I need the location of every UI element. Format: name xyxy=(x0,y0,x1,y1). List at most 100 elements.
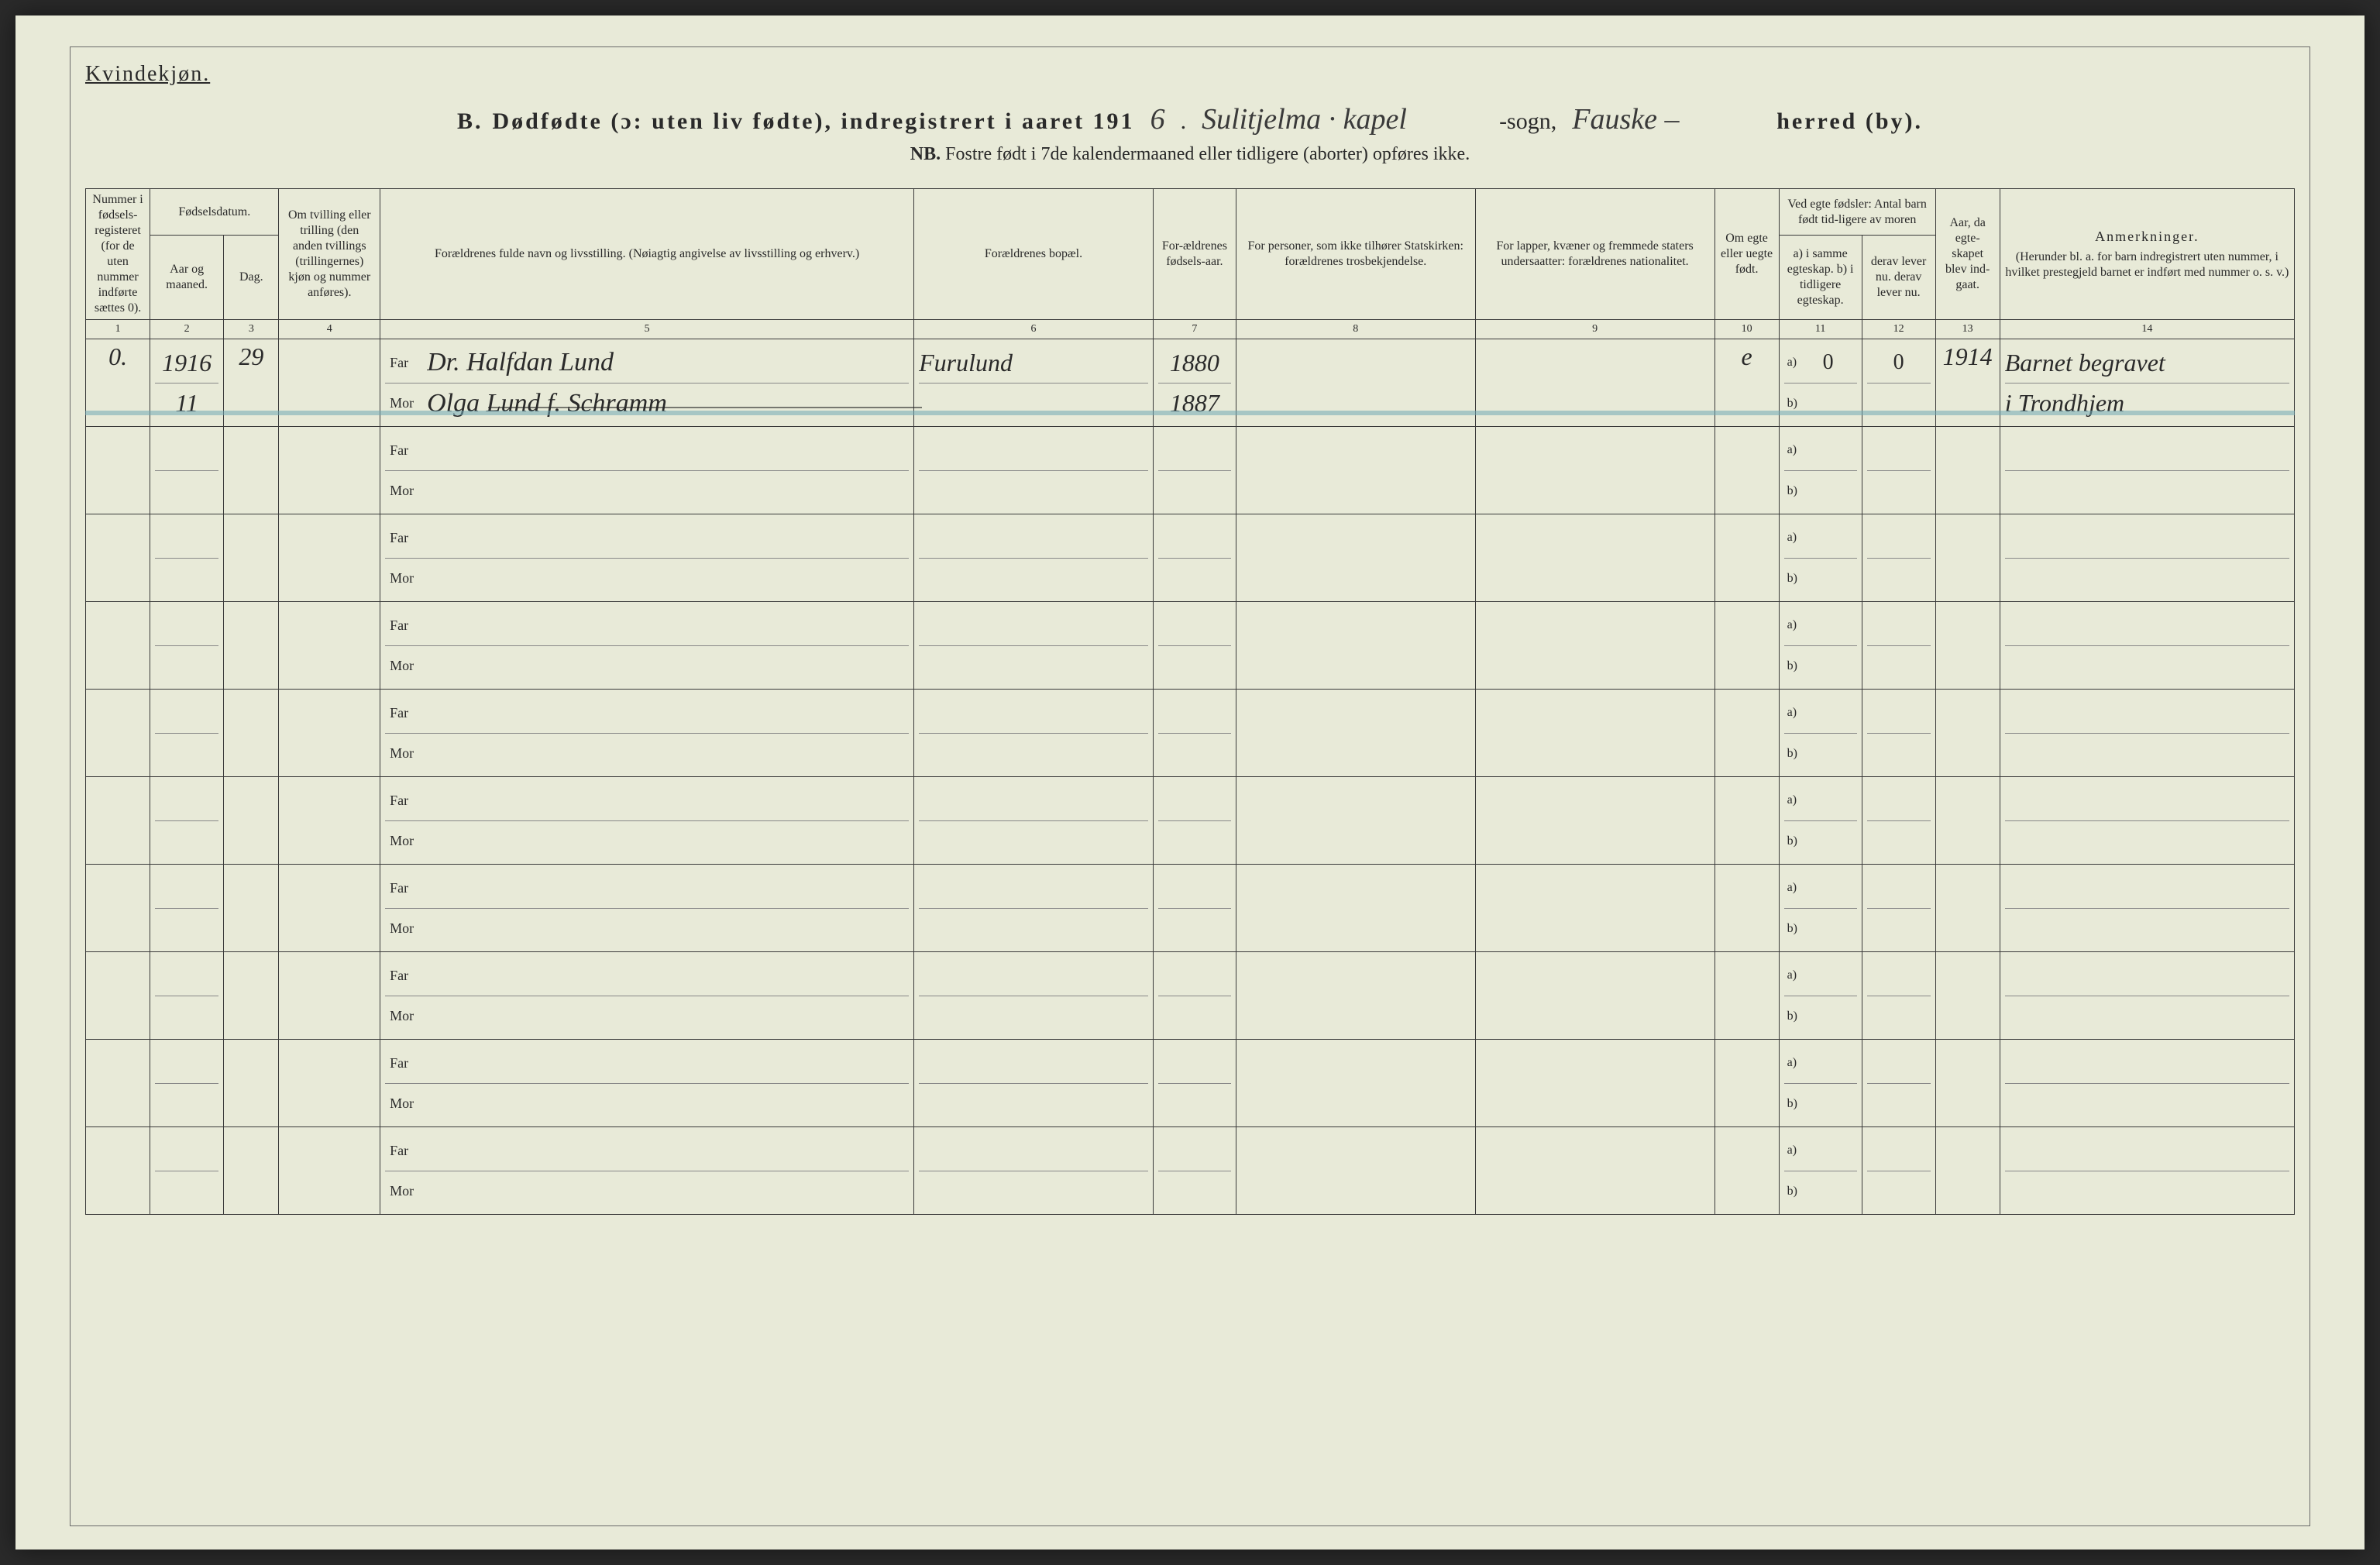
cell-num xyxy=(86,602,150,690)
cell-twin xyxy=(279,865,380,952)
a-label: a) xyxy=(1787,968,1803,982)
colnum: 6 xyxy=(914,320,1154,339)
cell-marriage-year: 1914 xyxy=(1935,339,2000,427)
a-label: a) xyxy=(1787,443,1803,457)
title-prefix: B. xyxy=(457,108,483,135)
cell-year-month xyxy=(150,427,224,514)
cell-year-month xyxy=(150,602,224,690)
cell-day xyxy=(224,865,279,952)
table-row: Far Mor a) b) xyxy=(86,427,2295,514)
cell-c11: a) b) xyxy=(1779,865,1862,952)
register-table: Nummer i fødsels-registeret (for de uten… xyxy=(85,188,2295,1215)
title-period: . xyxy=(1181,108,1187,135)
a-label: a) xyxy=(1787,356,1803,370)
col-2-header: Aar og maaned. xyxy=(150,236,224,320)
colnum: 3 xyxy=(224,320,279,339)
mor-label: Mor xyxy=(390,920,427,937)
col-7-header: For-ældrenes fødsels-aar. xyxy=(1153,189,1236,320)
cell-c12 xyxy=(1862,427,1935,514)
title-year-handwritten: 6 xyxy=(1144,102,1171,136)
b-label: b) xyxy=(1787,1010,1803,1023)
cell-remarks xyxy=(2000,427,2294,514)
col-1-header: Nummer i fødsels-registeret (for de uten… xyxy=(86,189,150,320)
title-main: Dødfødte (ɔ: uten liv fødte), indregistr… xyxy=(493,108,1135,135)
cell-year-month xyxy=(150,777,224,865)
cell-num xyxy=(86,427,150,514)
col-10-header: Om egte eller uegte født. xyxy=(1714,189,1779,320)
col-14-sub: (Herunder bl. a. for barn indregistrert … xyxy=(2005,249,2289,280)
table-row: Far Mor a) b) xyxy=(86,1127,2295,1215)
table-row: Far Mor a) b) xyxy=(86,777,2295,865)
mor-label: Mor xyxy=(390,395,427,411)
cell-year-month xyxy=(150,952,224,1040)
far-label: Far xyxy=(390,968,427,984)
far-label: Far xyxy=(390,617,427,634)
cell-bopael xyxy=(914,427,1154,514)
b-label: b) xyxy=(1787,1097,1803,1111)
cell-legitimacy xyxy=(1714,777,1779,865)
cell-twin xyxy=(279,690,380,777)
col-3-header: Dag. xyxy=(224,236,279,320)
b-label: b) xyxy=(1787,1185,1803,1199)
table-row: Far Mor a) b) xyxy=(86,514,2295,602)
cell-marriage-year xyxy=(1935,427,2000,514)
a-label: a) xyxy=(1787,1144,1803,1157)
cell-bopael xyxy=(914,865,1154,952)
cell-year-month xyxy=(150,1127,224,1215)
col-6-header: Forældrenes bopæl. xyxy=(914,189,1154,320)
cell-c11: a) b) xyxy=(1779,514,1862,602)
sogn-handwritten: Sulitjelma · kapel xyxy=(1195,102,1490,136)
nb-label: NB. xyxy=(910,144,941,164)
cell-remarks xyxy=(2000,514,2294,602)
cell-day xyxy=(224,514,279,602)
cell-nationality xyxy=(1475,1040,1714,1127)
a-label: a) xyxy=(1787,793,1803,807)
far-label: Far xyxy=(390,880,427,896)
cell-day: 29 xyxy=(224,339,279,427)
cell-birthyear xyxy=(1153,1127,1236,1215)
cell-num xyxy=(86,690,150,777)
col-14-title: Anmerkninger. xyxy=(2005,228,2289,246)
a-label: a) xyxy=(1787,1056,1803,1070)
cell-c12 xyxy=(1862,602,1935,690)
cell-year-month xyxy=(150,690,224,777)
cell-religion xyxy=(1236,777,1475,865)
mor-label: Mor xyxy=(390,1096,427,1112)
b-label: b) xyxy=(1787,659,1803,673)
cell-remarks xyxy=(2000,690,2294,777)
cell-c12 xyxy=(1862,690,1935,777)
cell-bopael xyxy=(914,952,1154,1040)
table-row: Far Mor a) b) xyxy=(86,865,2295,952)
cell-religion xyxy=(1236,1040,1475,1127)
cell-birthyear xyxy=(1153,1040,1236,1127)
far-label: Far xyxy=(390,1055,427,1071)
cell-bopael: Furulund xyxy=(914,339,1154,427)
cell-day xyxy=(224,1040,279,1127)
cell-birthyear xyxy=(1153,777,1236,865)
cell-parents-name: Far Mor xyxy=(380,777,914,865)
cell-c12 xyxy=(1862,952,1935,1040)
mor-label: Mor xyxy=(390,570,427,586)
herred-label: herred (by). xyxy=(1776,108,1923,135)
far-label: Far xyxy=(390,793,427,809)
cell-marriage-year xyxy=(1935,777,2000,865)
far-name: Dr. Halfdan Lund xyxy=(427,348,904,377)
cell-legitimacy xyxy=(1714,865,1779,952)
cell-nationality xyxy=(1475,602,1714,690)
b-label: b) xyxy=(1787,572,1803,586)
far-label: Far xyxy=(390,442,427,459)
cell-birthyear xyxy=(1153,865,1236,952)
cell-legitimacy xyxy=(1714,952,1779,1040)
cell-bopael xyxy=(914,602,1154,690)
cell-remarks xyxy=(2000,865,2294,952)
col-2-3-group: Fødselsdatum. xyxy=(150,189,279,236)
cell-marriage-year xyxy=(1935,1127,2000,1215)
colnum: 8 xyxy=(1236,320,1475,339)
cell-remarks xyxy=(2000,1040,2294,1127)
cell-c11: a) b) xyxy=(1779,1040,1862,1127)
cell-birthyear xyxy=(1153,952,1236,1040)
cell-year-month xyxy=(150,1040,224,1127)
cell-religion xyxy=(1236,339,1475,427)
cell-num xyxy=(86,1040,150,1127)
cell-twin xyxy=(279,777,380,865)
